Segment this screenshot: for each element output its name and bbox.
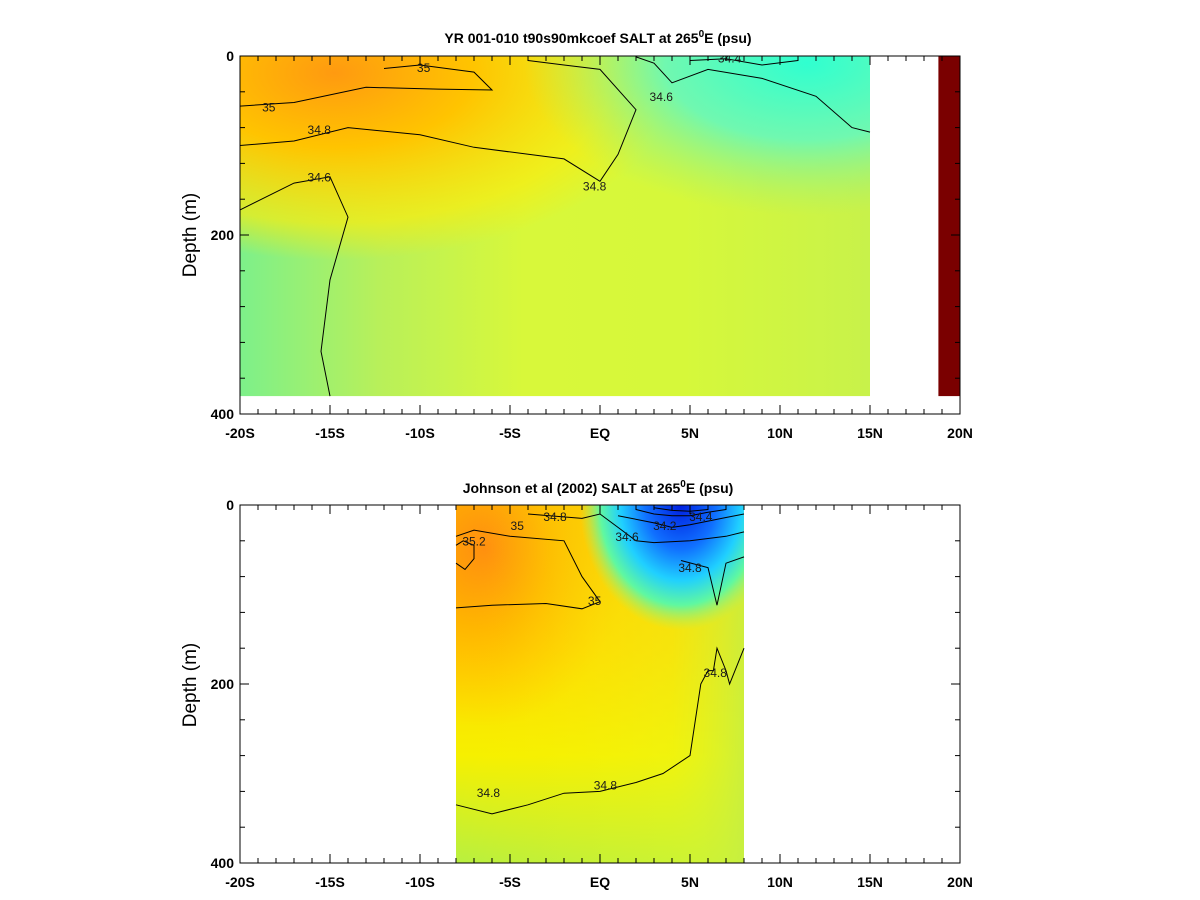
x-tick-label: -10S [405,874,435,890]
title-text: YR 001-010 t90s90mkcoef SALT at 265 [444,30,698,46]
contour-label: 35 [511,519,525,533]
y-tick-label: 0 [226,497,234,513]
bottom-axes: -20S -15S -10S -5S EQ 5N 10N 15N 20N 0 200 400 [211,497,973,890]
x-tick-label: -5S [499,874,521,890]
x-tick-label: EQ [590,425,610,441]
x-tick-label: 5N [681,425,699,441]
contour-label: 34.6 [650,90,674,104]
contour-34-8-line [527,513,745,544]
x-tick-label: -20S [225,425,255,441]
x-tick-label: 10N [767,874,793,890]
contour-35-line [455,529,601,610]
x-tick-label: 5N [681,874,699,890]
bottom-panel-title: Johnson et al (2002) SALT at 2650E (psu) [463,479,734,496]
title-suffix: E (psu) [704,30,751,46]
x-tick-label: EQ [590,874,610,890]
bottom-contour-labels: 35 35.2 34.8 34.6 34.2 34.4 34.8 35 34.8 34.8 34.8 [462,510,727,800]
top-salinity-field: 35 35 34.8 34.6 34.8 34.6 34.4 [240,51,960,397]
contour-35-line [240,64,494,107]
contour-34-2-line [653,507,709,512]
x-tick-label: -5S [499,425,521,441]
x-tick-label: 20N [947,874,973,890]
contour-34-8-line [240,60,637,182]
contour-label: 34.2 [653,519,677,533]
contour-label: 34.8 [678,561,702,575]
y-tick-label: 400 [211,406,235,422]
contour-label: 34.8 [583,179,607,193]
x-tick-label: 15N [857,425,883,441]
y-tick-label: 200 [211,676,235,692]
x-tick-label: -15S [315,425,345,441]
bottom-salinity-panel: Johnson et al (2002) SALT at 2650E (psu)… [180,479,973,890]
contour-label: 34.6 [308,170,332,184]
contour-label: 34.8 [704,666,728,680]
contour-34-6-line [240,176,349,397]
contour-34-6-line [617,513,745,528]
contour-label: 34.4 [689,510,713,524]
x-tick-label: 20N [947,425,973,441]
contour-35-2-line [455,540,475,571]
x-tick-label: 15N [857,874,883,890]
top-panel-title: YR 001-010 t90s90mkcoef SALT at 2650E (p… [444,29,751,46]
bottom-contours [455,507,745,815]
bottom-salinity-field: 35 35.2 34.8 34.6 34.2 34.4 34.8 35 34.8 34.8 34.8 [455,505,745,863]
x-tick-label: -20S [225,874,255,890]
x-tick-label: 10N [767,425,793,441]
contour-label: 35 [262,100,276,114]
top-contour-labels: 35 35 34.8 34.6 34.8 34.6 34.4 [262,51,742,193]
contour-34-6-line [635,56,871,133]
title-text: Johnson et al (2002) SALT at 265 [463,480,681,496]
bottom-y-axis-label: Depth (m) [180,643,201,727]
x-tick-label: -15S [315,874,345,890]
title-superscript: 0 [680,479,686,490]
top-salinity-panel: YR 001-010 t90s90mkcoef SALT at 2650E (p… [180,29,973,441]
contour-label: 35 [417,61,431,75]
top-field-low-salinity [240,56,870,397]
contour-label: 34.4 [718,51,742,65]
contour-label: 34.8 [308,123,332,137]
contour-34-8-line [455,646,745,815]
x-tick-label: -10S [405,425,435,441]
contour-label: 35 [588,594,602,608]
contour-label: 34.8 [477,786,501,800]
y-tick-label: 0 [226,48,234,64]
y-tick-label: 200 [211,227,235,243]
contour-label: 34.8 [543,510,567,524]
contour-label: 34.8 [594,779,618,793]
title-suffix: E (psu) [686,480,733,496]
contour-34-4-line [635,509,727,517]
y-tick-label: 400 [211,855,235,871]
title-superscript: 0 [699,29,705,40]
top-y-axis-label: Depth (m) [180,193,201,277]
contour-label: 34.6 [615,530,639,544]
top-land-mask [938,56,960,397]
top-axes: -20S -15S -10S -5S EQ 5N 10N 15N 20N 0 200 400 [211,48,973,441]
contour-label: 35.2 [462,534,486,548]
contour-34-6-line [680,556,745,606]
